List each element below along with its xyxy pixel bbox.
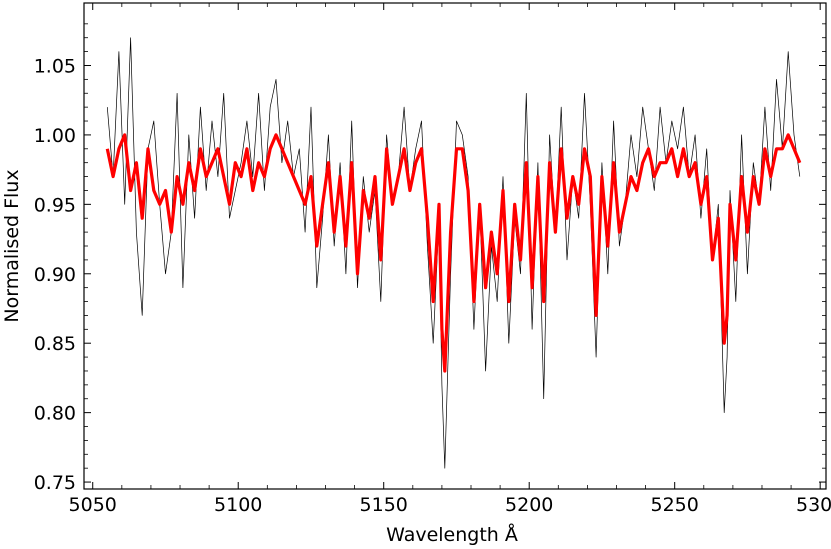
y-tick-label: 0.85 — [34, 333, 76, 355]
model-fit-line — [105, 133, 802, 373]
x-tick-label: 5050 — [69, 494, 117, 516]
x-axis-label: Wavelength Å — [386, 523, 518, 546]
y-tick-label: 0.95 — [34, 194, 76, 216]
y-tick-label: 1.00 — [34, 125, 76, 147]
y-tick-label: 0.75 — [34, 472, 76, 494]
series-layer — [105, 37, 802, 469]
x-tick-label: 5200 — [505, 494, 553, 516]
y-tick-label: 0.80 — [34, 403, 76, 425]
y-axis-label: Normalised Flux — [1, 169, 23, 322]
x-tick-label: 5250 — [651, 494, 699, 516]
x-tick-label: 5100 — [214, 494, 262, 516]
y-tick-label: 1.05 — [34, 55, 76, 77]
x-tick-label: 5150 — [360, 494, 408, 516]
y-tick-label: 0.90 — [34, 264, 76, 286]
